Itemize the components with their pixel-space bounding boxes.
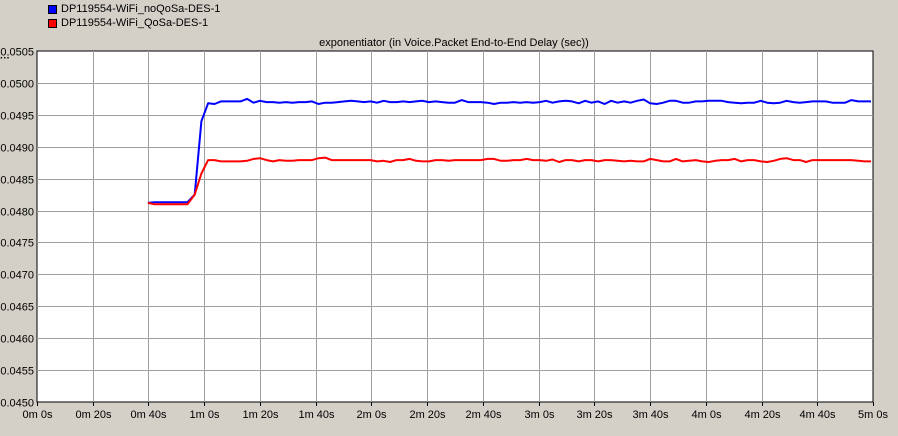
x-tick-label: 1m 0s — [190, 409, 220, 421]
x-tick-label: 2m 20s — [409, 409, 446, 421]
legend-label-noqos: DP119554-WiFi_noQoSa-DES-1 — [61, 3, 221, 15]
legend-item-noqos[interactable]: DP119554-WiFi_noQoSa-DES-1 — [48, 2, 220, 16]
y-tick-label: 0.0455 — [0, 366, 34, 378]
y-tick-label: 0.0490 — [0, 143, 34, 155]
series-line-qos — [147, 156, 871, 206]
x-tick-label: 5m 0s — [858, 409, 888, 421]
chart-title: exponentiator (in Voice.Packet End-to-En… — [319, 37, 589, 49]
y-tick-label: 0.0470 — [0, 270, 34, 282]
legend-item-qos[interactable]: DP119554-WiFi_QoSa-DES-1 — [48, 16, 220, 30]
y-tick-label: 0.0500 — [0, 79, 34, 91]
x-tick-label: 3m 0s — [525, 409, 555, 421]
x-tick-label: 3m 40s — [632, 409, 669, 421]
more-options-icon[interactable]: ··· — [0, 53, 10, 64]
y-tick-label: 0.0450 — [0, 398, 34, 410]
legend-swatch-qos — [48, 18, 57, 28]
plot-area — [36, 50, 874, 403]
y-tick-label: 0.0475 — [0, 238, 34, 250]
y-tick-label: 0.0465 — [0, 302, 34, 314]
x-tick-label: 1m 20s — [242, 409, 279, 421]
y-tick-label: 0.0460 — [0, 334, 34, 346]
series-line-noqos — [147, 97, 871, 204]
y-tick-label: 0.0485 — [0, 175, 34, 187]
legend-swatch-noqos — [48, 4, 57, 14]
y-tick-label: 0.0505 — [0, 47, 34, 59]
legend: DP119554-WiFi_noQoSa-DES-1 DP119554-WiFi… — [48, 2, 220, 30]
y-tick-label: 0.0495 — [0, 111, 34, 123]
x-tick-label: 1m 40s — [298, 409, 335, 421]
x-tick-label: 2m 40s — [465, 409, 502, 421]
y-tick-label: 0.0480 — [0, 207, 34, 219]
x-tick-label: 3m 20s — [576, 409, 613, 421]
x-tick-label: 0m 20s — [75, 409, 112, 421]
x-tick-label: 4m 40s — [799, 409, 836, 421]
x-tick-label: 0m 0s — [23, 409, 53, 421]
legend-label-qos: DP119554-WiFi_QoSa-DES-1 — [61, 17, 209, 29]
x-tick-label: 4m 20s — [744, 409, 781, 421]
x-tick-label: 0m 40s — [130, 409, 167, 421]
x-tick-label: 2m 0s — [357, 409, 387, 421]
x-tick-label: 4m 0s — [692, 409, 722, 421]
